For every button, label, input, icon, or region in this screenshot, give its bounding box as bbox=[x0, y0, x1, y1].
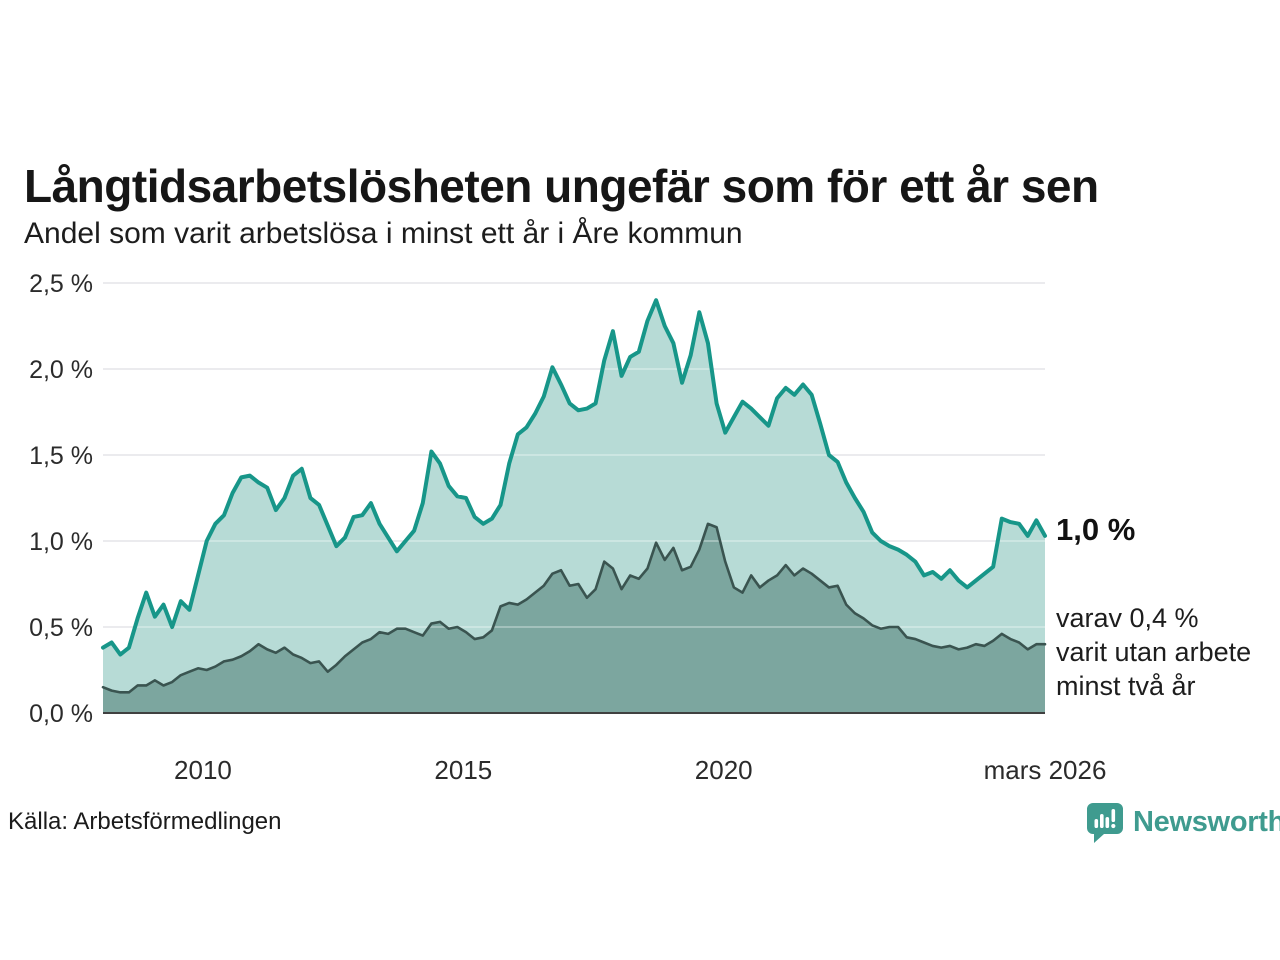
annotation-line-2: varit utan arbete bbox=[1056, 637, 1252, 667]
series2-line bbox=[101, 522, 1047, 694]
newsworthy-logo-wordmark: Newsworthy bbox=[1133, 806, 1280, 838]
y-axis-tick-label: 0,0 % bbox=[29, 700, 93, 728]
page-subtitle: Andel som varit arbetslösa i minst ett å… bbox=[24, 217, 743, 250]
newsworthy-logo: Newsworthy bbox=[1086, 802, 1280, 843]
source-caption: Källa: Arbetsförmedlingen bbox=[8, 808, 282, 835]
newsworthy-logo-icon bbox=[1087, 803, 1123, 843]
series1-line bbox=[101, 298, 1047, 657]
x-axis-tick-label: mars 2026 bbox=[984, 755, 1107, 785]
x-axis-tick-label: 2020 bbox=[695, 755, 753, 785]
series-end-value-label: 1,0 % bbox=[1056, 512, 1136, 547]
series2-area bbox=[103, 523, 1045, 713]
annotation-line-1: varav 0,4 % bbox=[1056, 603, 1199, 633]
x-axis-tick-label: 2010 bbox=[174, 755, 232, 785]
annotation-line-3: minst två år bbox=[1056, 671, 1196, 701]
series2-annotation: varav 0,4 % varit utan arbete minst två … bbox=[1056, 601, 1251, 703]
page-title: Långtidsarbetslösheten ungefär som för e… bbox=[24, 159, 1099, 212]
y-axis-tick-label: 2,5 % bbox=[29, 270, 93, 298]
y-axis-tick-label: 1,5 % bbox=[29, 442, 93, 470]
y-axis-tick-label: 2,0 % bbox=[29, 356, 93, 384]
y-axis-tick-label: 1,0 % bbox=[29, 528, 93, 556]
y-axis-tick-label: 0,5 % bbox=[29, 614, 93, 642]
x-axis-tick-label: 2015 bbox=[434, 755, 492, 785]
